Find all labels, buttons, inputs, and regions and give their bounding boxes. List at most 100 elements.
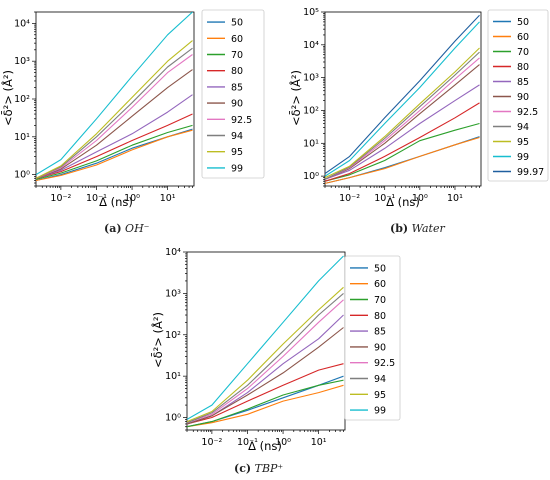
legend-label: 50 xyxy=(231,18,243,29)
legend-label: 90 xyxy=(374,342,386,353)
series-line-50 xyxy=(325,136,480,184)
legend-label: 70 xyxy=(374,295,386,306)
y-tick-label: 10² xyxy=(303,105,319,116)
series-line-60 xyxy=(36,129,193,182)
caption-b-tag: (b) xyxy=(390,222,409,235)
chart-panel-a: 10⁻² 10⁻¹ 10⁰ 10¹ 10⁰ 10¹ 10² 10³ 10⁴ Δ (ns) <δ̄²>… xyxy=(0,9,265,209)
y-tick-label: 10³ xyxy=(165,288,181,299)
x-tick-label: 10¹ xyxy=(447,193,463,204)
x-tick-label: 10⁻² xyxy=(50,193,71,204)
y-tick-label: 10² xyxy=(165,330,181,341)
x-tick-label: 10⁻² xyxy=(201,437,222,448)
series-line-99.97 xyxy=(325,14,480,174)
legend-label: 60 xyxy=(231,34,243,45)
legend-label: 60 xyxy=(517,32,529,43)
x-tick-label: 10⁰ xyxy=(124,193,140,204)
series-line-90 xyxy=(36,69,193,179)
legend-label: 99 xyxy=(517,152,529,163)
y-axis-label: <δ̄²> (Å²) xyxy=(150,312,165,368)
legend-label: 80 xyxy=(517,62,529,73)
x-tick-label: 10⁻¹ xyxy=(374,193,395,204)
y-axis-label: <δ̄²> (Å²) xyxy=(288,70,303,126)
legend-label: 50 xyxy=(517,17,529,28)
caption-a: (a) OH⁻ xyxy=(104,222,149,235)
x-axis-label: Δ (ns) xyxy=(99,195,133,209)
series-line-92.5 xyxy=(187,299,344,424)
legend-label: 95 xyxy=(231,147,243,158)
series-line-94 xyxy=(187,292,344,424)
caption-c: (c) TBP⁺ xyxy=(234,462,283,475)
x-axis-label: Δ (ns) xyxy=(248,439,282,453)
series-line-99 xyxy=(325,21,480,177)
legend-frame xyxy=(344,255,401,421)
legend-label: 94 xyxy=(517,122,529,133)
series-line-70 xyxy=(36,124,193,180)
y-tick-label: 10⁵ xyxy=(303,7,319,18)
series-group xyxy=(325,14,480,184)
legend-label: 94 xyxy=(374,374,386,385)
series-line-85 xyxy=(36,94,193,179)
legend-label: 99 xyxy=(374,406,386,417)
series-line-99 xyxy=(187,255,344,420)
legend-label: 95 xyxy=(374,390,386,401)
series-line-70 xyxy=(187,379,344,428)
legend-label: 92.5 xyxy=(374,358,395,369)
x-tick-label: 10⁻¹ xyxy=(86,193,107,204)
series-line-60 xyxy=(187,384,344,428)
y-tick-label: 10³ xyxy=(303,73,319,84)
series-line-94 xyxy=(325,51,480,180)
series-line-80 xyxy=(325,102,480,182)
legend-label: 80 xyxy=(374,311,386,322)
y-tick-label: 10¹ xyxy=(165,371,181,382)
legend-label: 60 xyxy=(374,279,386,290)
y-tick-label: 10⁰ xyxy=(303,171,319,182)
legend-label: 99 xyxy=(231,163,243,174)
y-tick-label: 10³ xyxy=(14,56,30,67)
y-tick-label: 10¹ xyxy=(303,138,319,149)
x-tick-label: 10⁻¹ xyxy=(237,437,258,448)
series-line-90 xyxy=(325,64,480,180)
series-line-70 xyxy=(325,122,480,182)
y-axis-label: <δ̄²> (Å²) xyxy=(0,70,15,126)
caption-b-text: Water xyxy=(411,222,445,235)
x-tick-label: 10⁰ xyxy=(412,193,428,204)
x-tick-label: 10¹ xyxy=(311,437,327,448)
legend-label: 70 xyxy=(231,50,243,61)
plot-area-frame xyxy=(324,11,482,187)
caption-b: (b) Water xyxy=(390,222,445,235)
legend-label: 95 xyxy=(517,137,529,148)
legend-label: 92.5 xyxy=(231,115,252,126)
legend-label: 99.97 xyxy=(517,167,544,178)
caption-c-text: TBP⁺ xyxy=(254,462,284,475)
x-tick-label: 10⁰ xyxy=(275,437,291,448)
legend-label: 80 xyxy=(231,66,243,77)
y-tick-label: 10⁰ xyxy=(165,413,181,424)
series-line-92.5 xyxy=(36,54,193,179)
series-line-80 xyxy=(36,113,193,179)
series-line-95 xyxy=(325,47,480,179)
x-tick-label: 10⁻² xyxy=(339,193,360,204)
x-axis-label: Δ (ns) xyxy=(386,195,420,209)
series-line-60 xyxy=(325,136,480,184)
series-line-94 xyxy=(36,47,193,179)
y-tick-label: 10⁰ xyxy=(14,170,30,181)
chart-panel-c: 10⁻² 10⁻¹ 10⁰ 10¹ 10⁰ 10¹ 10² 10³ 10⁴ Δ (ns) <δ̄²>… xyxy=(150,247,401,453)
legend-label: 85 xyxy=(231,82,243,93)
legend-label: 50 xyxy=(374,263,386,274)
legend-label: 70 xyxy=(517,47,529,58)
series-line-80 xyxy=(187,363,344,425)
y-tick-label: 10² xyxy=(14,94,30,105)
x-tick-label: 10¹ xyxy=(160,193,176,204)
series-line-95 xyxy=(36,40,193,179)
caption-a-tag: (a) xyxy=(104,222,122,235)
chart-panel-b: 10⁻² 10⁻¹ 10⁰ 10¹ 10⁰ 10¹ 10² 10³ 10⁴ 10⁵ Δ (ns) <δ… xyxy=(288,7,549,209)
series-line-85 xyxy=(325,84,480,180)
legend-label: 85 xyxy=(517,77,529,88)
series-line-95 xyxy=(187,286,344,423)
series-group xyxy=(36,12,193,182)
legend-label: 90 xyxy=(517,92,529,103)
legend-label: 90 xyxy=(231,99,243,110)
y-tick-label: 10⁴ xyxy=(14,18,30,29)
caption-a-text: OH⁻ xyxy=(125,222,150,235)
